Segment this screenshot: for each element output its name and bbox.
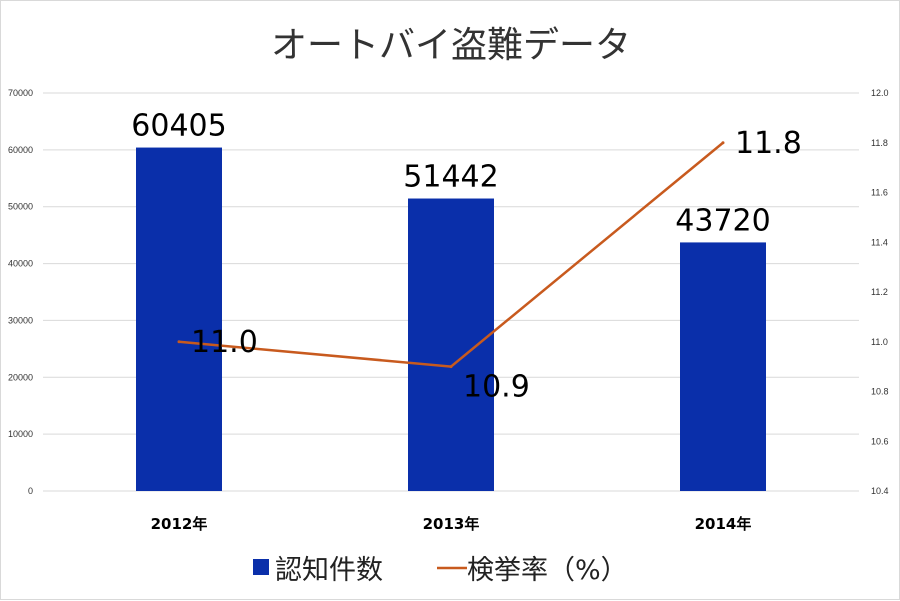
line-value-label: 11.8 bbox=[735, 126, 802, 161]
right-tick-label: 10.8 bbox=[871, 387, 889, 397]
category-axis: 2012年 2013年 2014年 bbox=[151, 515, 752, 533]
bar-data-labels: 60405 51442 43720 bbox=[131, 109, 770, 239]
left-tick-label: 20000 bbox=[8, 372, 33, 382]
left-tick-label: 0 bbox=[28, 486, 33, 496]
line-value-label: 11.0 bbox=[191, 325, 258, 360]
bar-series bbox=[136, 147, 766, 491]
bar-value-label: 51442 bbox=[403, 160, 498, 195]
right-tick-label: 11.4 bbox=[871, 237, 888, 247]
left-tick-label: 70000 bbox=[8, 88, 33, 98]
category-label: 2012年 bbox=[151, 515, 208, 533]
left-axis: 0 10000 20000 30000 40000 50000 60000 70000 bbox=[8, 88, 33, 496]
bar-value-label: 43720 bbox=[675, 203, 770, 238]
legend: 認知件数 検挙率（%） bbox=[253, 555, 628, 586]
legend-label-bar: 認知件数 bbox=[275, 555, 383, 586]
line-value-label: 10.9 bbox=[463, 370, 530, 405]
left-tick-label: 50000 bbox=[8, 202, 33, 212]
line-point bbox=[177, 340, 181, 344]
right-tick-label: 11.8 bbox=[871, 138, 888, 148]
category-label: 2013年 bbox=[423, 515, 480, 533]
line-data-labels: 11.0 10.9 11.8 bbox=[191, 126, 802, 405]
bar-value-label: 60405 bbox=[131, 109, 226, 144]
left-tick-label: 40000 bbox=[8, 259, 33, 269]
right-axis: 10.4 10.6 10.8 11.0 11.2 11.4 11.6 11.8 12.0 bbox=[871, 88, 889, 496]
bar bbox=[408, 198, 494, 491]
chart-title: オートバイ盗難データ bbox=[271, 25, 631, 66]
right-tick-label: 11.0 bbox=[871, 337, 888, 347]
right-tick-label: 12.0 bbox=[871, 88, 889, 98]
line-point bbox=[449, 365, 453, 369]
line-point bbox=[721, 141, 725, 145]
right-tick-label: 10.4 bbox=[871, 486, 889, 496]
left-tick-label: 30000 bbox=[8, 315, 33, 325]
legend-swatch-bar bbox=[253, 559, 269, 575]
legend-label-line: 検挙率（%） bbox=[467, 555, 628, 586]
right-tick-label: 10.6 bbox=[871, 436, 889, 446]
left-tick-label: 10000 bbox=[8, 429, 33, 439]
category-label: 2014年 bbox=[695, 515, 752, 533]
right-tick-label: 11.6 bbox=[871, 188, 888, 198]
bar bbox=[136, 147, 222, 491]
line-series bbox=[177, 141, 725, 369]
left-tick-label: 60000 bbox=[8, 145, 33, 155]
bar bbox=[680, 242, 766, 491]
right-tick-label: 11.2 bbox=[871, 287, 888, 297]
